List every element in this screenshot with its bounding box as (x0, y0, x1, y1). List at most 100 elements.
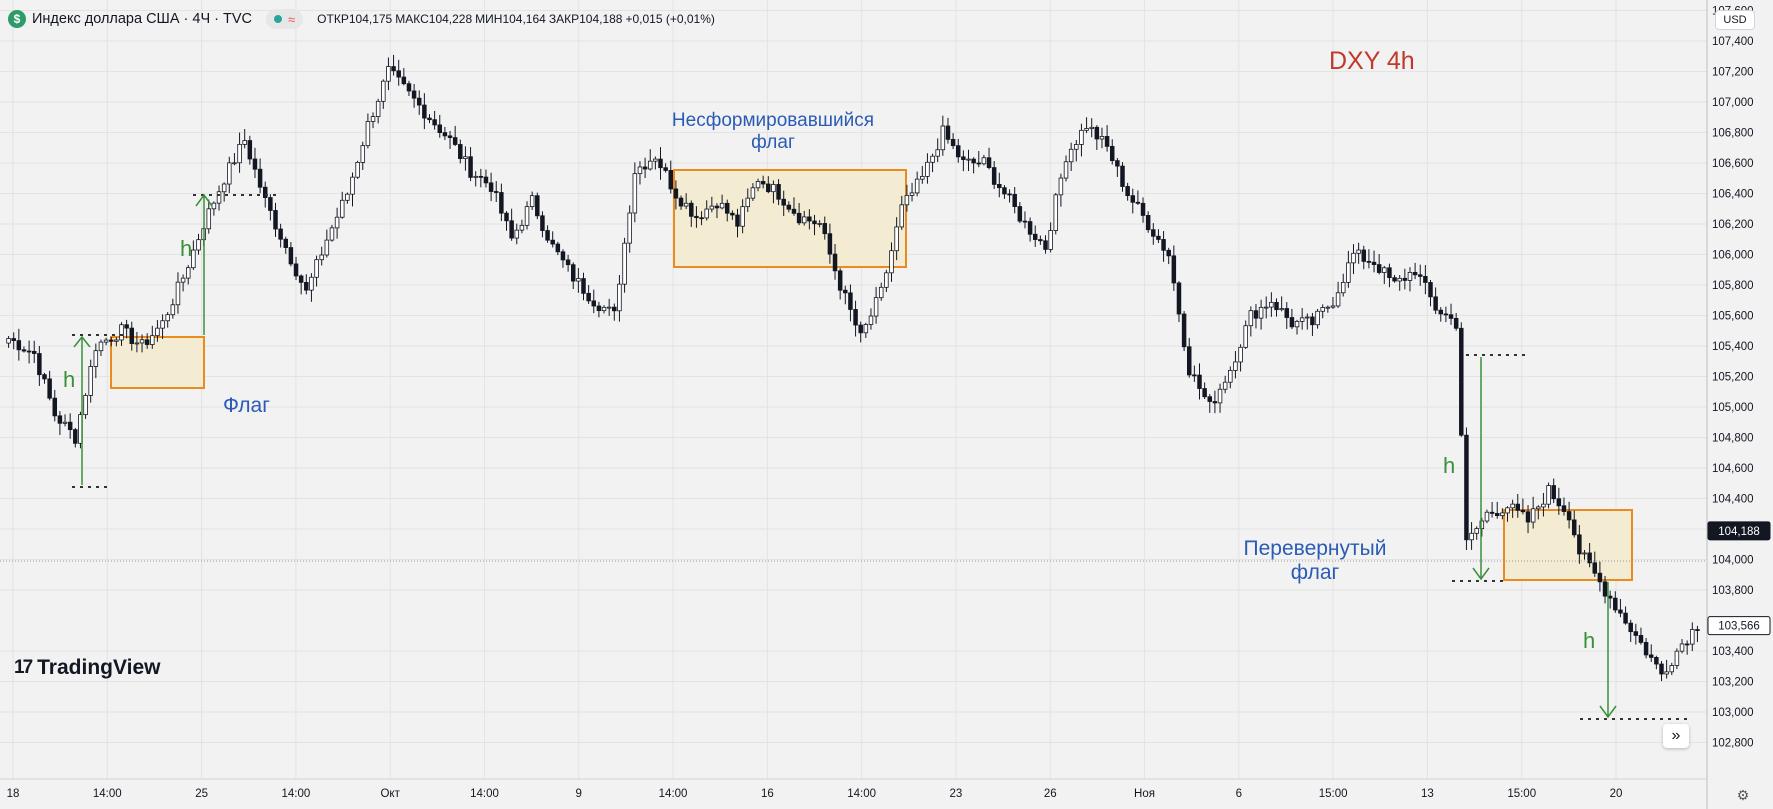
candle-down (545, 230, 550, 241)
candle-up (884, 272, 889, 288)
tradingview-logo[interactable]: 17 TradingView (14, 656, 160, 680)
candle-down (1192, 374, 1197, 377)
candle-down (555, 243, 561, 253)
candle-down (560, 251, 566, 261)
candle-down (1592, 562, 1598, 574)
candle-down (1423, 276, 1428, 283)
candle-up (1089, 126, 1094, 129)
time-tick-label: 13 (1421, 788, 1434, 800)
candle-down (1284, 308, 1290, 318)
candle-up (160, 320, 165, 329)
candle-down (422, 104, 427, 119)
market-open-dot-icon (274, 15, 283, 23)
candle-down (997, 184, 1002, 189)
candle-up (1484, 511, 1490, 522)
candle-down (432, 119, 437, 126)
candle-down (42, 374, 47, 380)
price-badge-label: 103,566 (1718, 621, 1760, 633)
time-tick-label: 20 (1610, 788, 1623, 800)
candle-down (1135, 201, 1141, 204)
candle-up (1351, 252, 1356, 264)
candle-down (268, 197, 273, 211)
candle-down (853, 309, 858, 326)
time-tick-label: Ноя (1134, 788, 1155, 800)
time-tick-label: 26 (1044, 788, 1057, 800)
candle-down (1566, 511, 1572, 521)
candle-down (124, 324, 129, 329)
candle-up (801, 216, 807, 224)
candle-down (247, 140, 253, 160)
candle-up (1669, 665, 1675, 673)
candle-down (1361, 249, 1367, 262)
candle-up (981, 157, 987, 165)
time-tick-label: 16 (761, 788, 774, 800)
candle-down (1120, 165, 1125, 187)
candle-up (529, 195, 535, 208)
price-axis[interactable]: 107,600107,400107,200107,000106,800106,6… (1706, 0, 1773, 809)
candle-down (273, 210, 278, 230)
candle-down (1638, 635, 1644, 643)
measure-lines: h h h h (63, 193, 1692, 720)
candle-down (406, 83, 412, 92)
candle-up (719, 202, 725, 209)
candle-up (750, 187, 756, 199)
gear-icon[interactable]: ⚙ (1736, 786, 1750, 803)
candle-up (134, 342, 140, 345)
candle-down (694, 215, 699, 219)
candle-up (1238, 346, 1243, 363)
candle-up (1356, 249, 1361, 254)
unformed-flag-box (673, 169, 907, 268)
price-tick-label: 105,000 (1712, 402, 1754, 414)
scroll-to-realtime-button[interactable]: » (1663, 724, 1689, 748)
candle-down (1043, 240, 1048, 250)
candle-up (329, 227, 335, 241)
candle-down (1207, 396, 1213, 402)
double-chevron-right-icon: » (1671, 727, 1681, 744)
dollar-coin-icon[interactable]: $ (8, 10, 26, 28)
candle-down (1032, 233, 1038, 240)
arrow-head (73, 335, 91, 348)
candle-up (1263, 306, 1269, 309)
candle-down (581, 278, 586, 294)
unformed-flag-label: Несформировавшийся флаг (672, 110, 874, 153)
candle-up (319, 254, 324, 261)
candle-up (1474, 528, 1479, 534)
candle-down (1274, 301, 1279, 311)
candle-down (1145, 215, 1151, 231)
candle-up (1530, 508, 1536, 523)
candle-down (827, 233, 833, 255)
candle-up (180, 277, 186, 283)
candle-up (1479, 520, 1485, 530)
symbol-title[interactable]: Индекс доллара США · 4Ч · TVC (32, 11, 253, 27)
candle-up (966, 158, 971, 161)
time-tick-label: 14:00 (470, 788, 499, 800)
candle-down (262, 186, 268, 198)
time-tick-label: 9 (576, 788, 582, 800)
price-tick-label: 107,200 (1712, 67, 1754, 79)
candle-down (1371, 261, 1377, 265)
candle-down (1464, 434, 1469, 541)
candle-down (458, 144, 463, 159)
candle-down (1176, 282, 1182, 315)
currency-button[interactable]: USD (1715, 10, 1755, 30)
price-tick-label: 105,200 (1712, 372, 1754, 384)
candle-down (427, 117, 432, 121)
status-indicators[interactable]: ≈ (266, 9, 304, 29)
candle-down (396, 70, 401, 78)
candle-up (576, 278, 581, 282)
candle-up (771, 184, 776, 193)
candle-down (735, 214, 740, 227)
candle-down (1012, 193, 1017, 207)
candle-down (1438, 309, 1444, 315)
time-axis[interactable]: 18 14:00 25 14:00 Окт 14:00 9 14:00 16 14:00 23 26 Н… (0, 778, 1707, 809)
candles (6, 54, 1700, 682)
candle-up (1269, 301, 1274, 308)
candle-down (1494, 513, 1500, 517)
candle-up (1294, 320, 1300, 328)
candle-up (627, 212, 632, 244)
price-tick-label: 105,400 (1712, 341, 1754, 353)
candle-up (386, 66, 391, 82)
price-tick-label: 104,000 (1712, 555, 1754, 567)
candle-down (550, 239, 555, 245)
